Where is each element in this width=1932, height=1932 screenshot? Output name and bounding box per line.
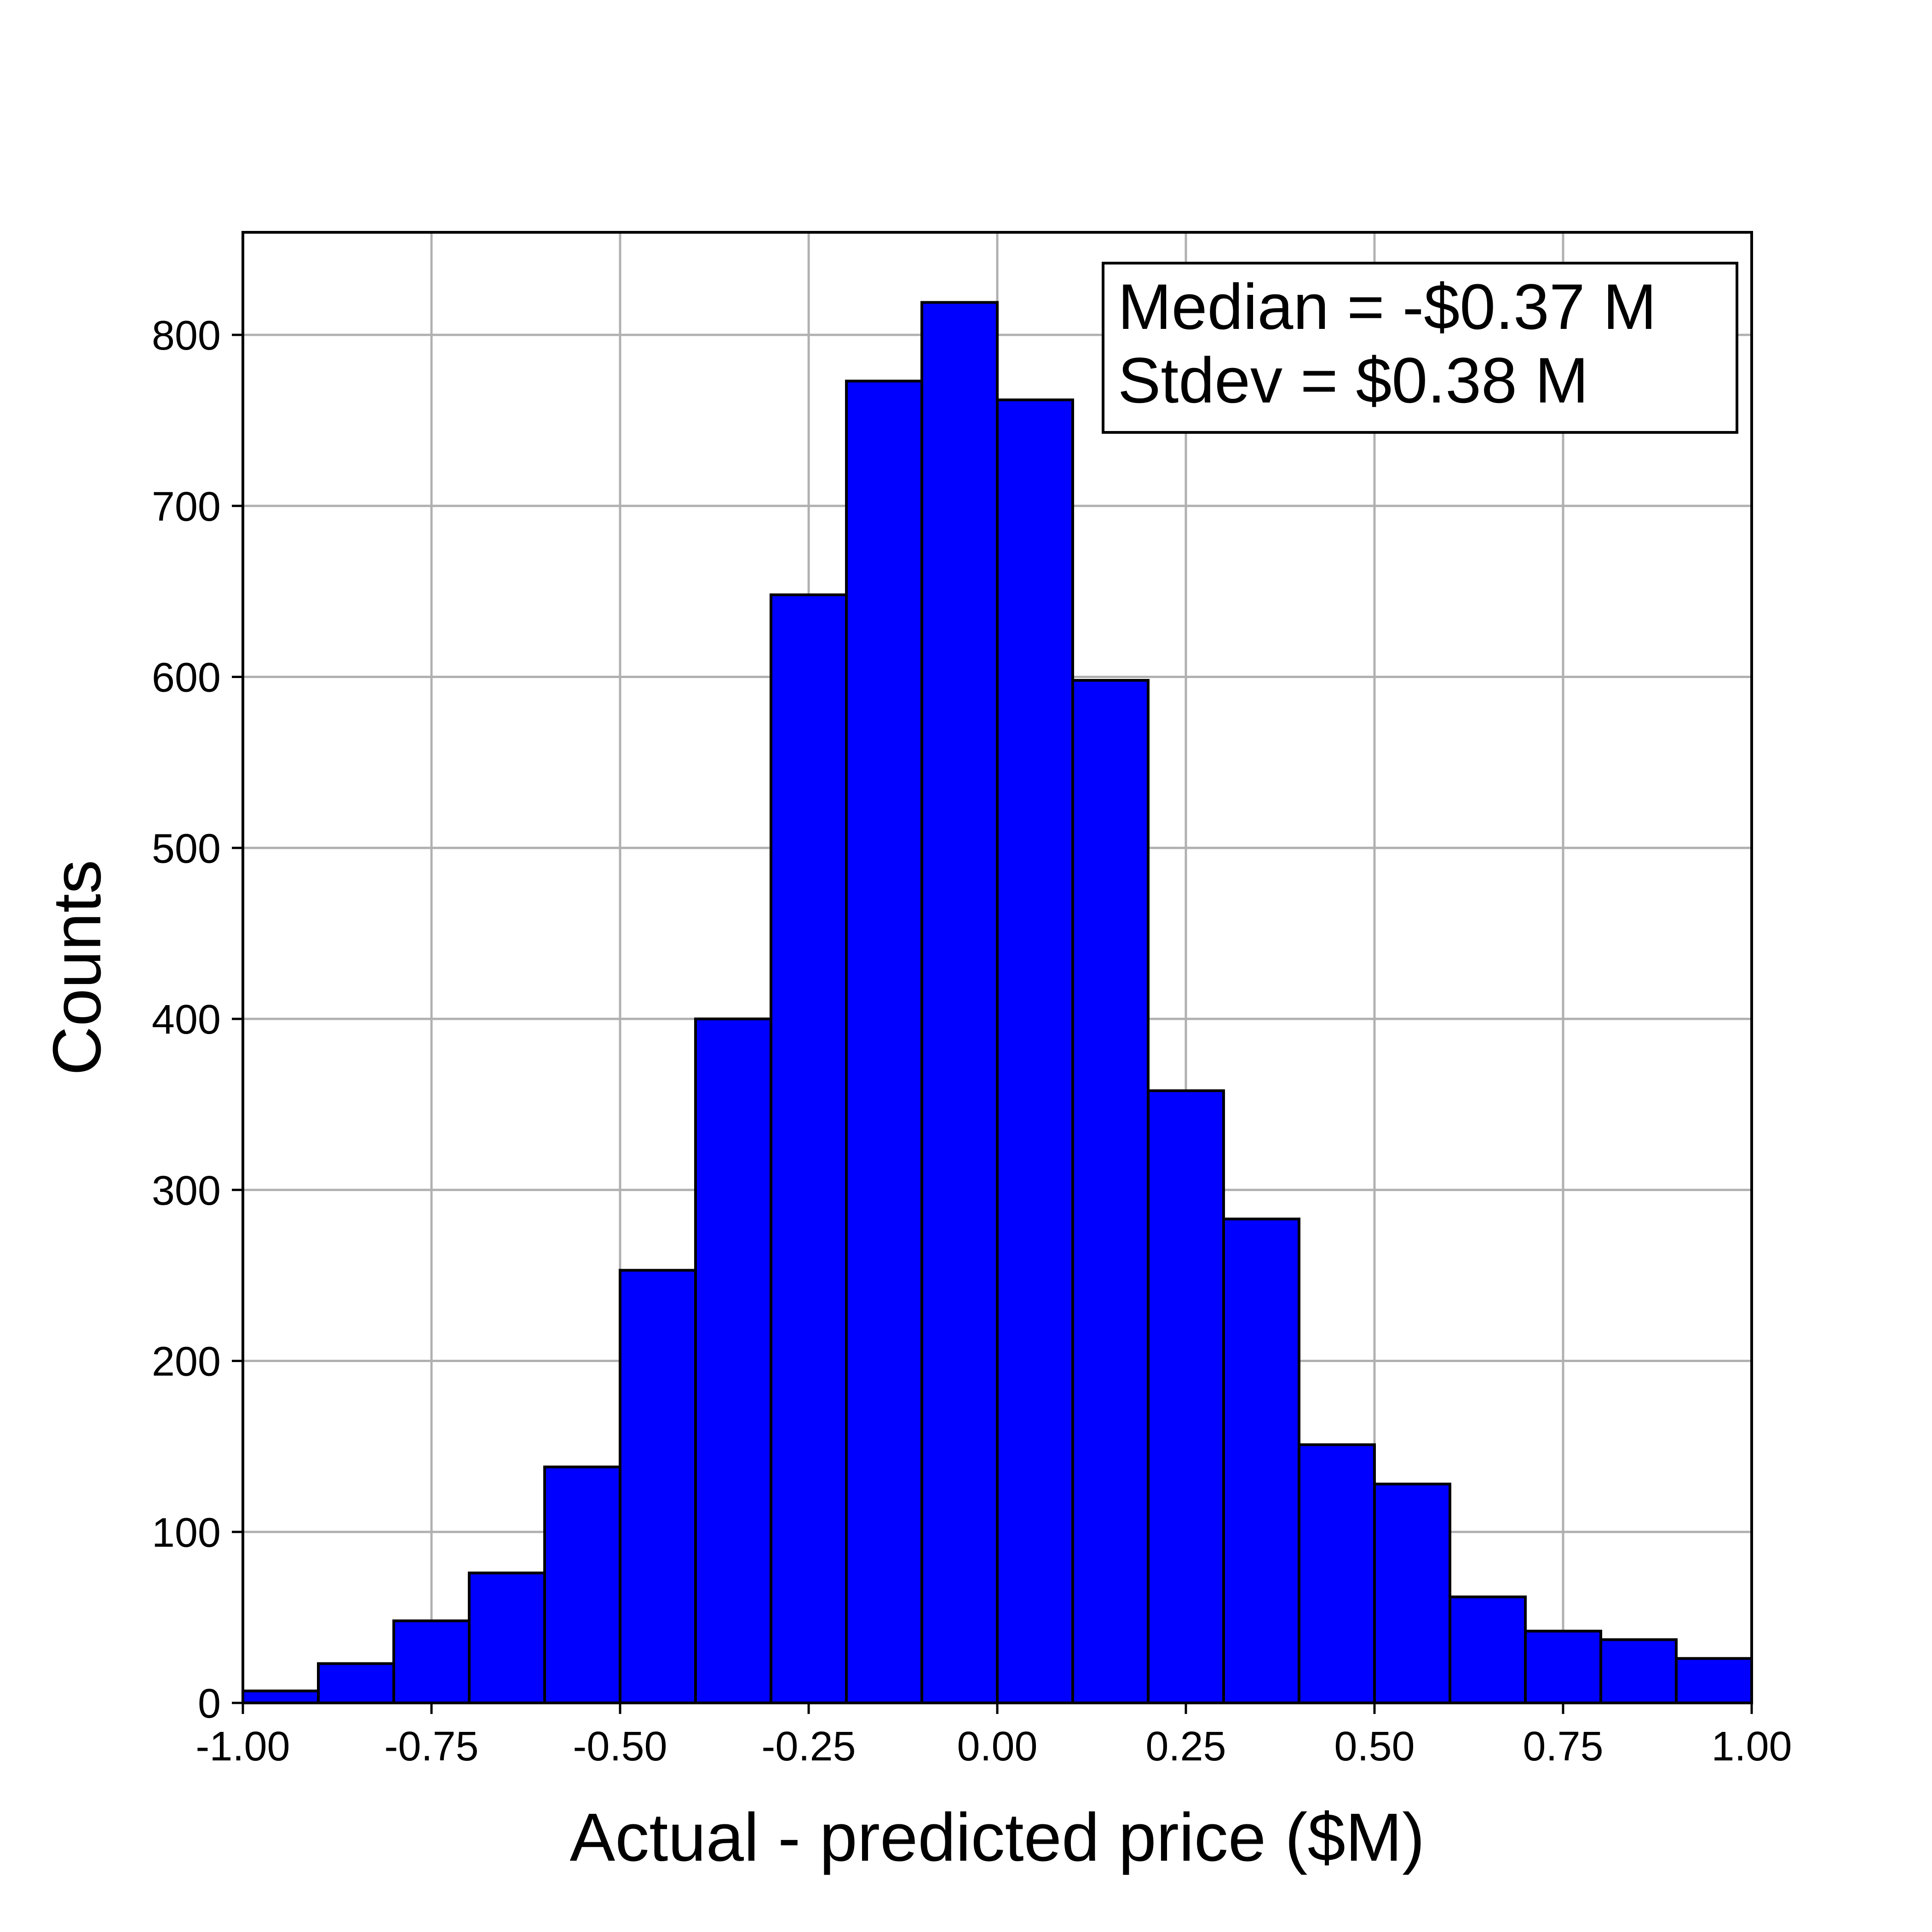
x-tick-label: -1.00 xyxy=(196,1724,290,1770)
median-text: Median = -$0.37 M xyxy=(1118,270,1656,343)
histogram-bar xyxy=(1147,1089,1225,1704)
y-tick-label: 300 xyxy=(152,1168,221,1214)
x-tick-label: 0.50 xyxy=(1334,1724,1414,1770)
x-tick-label: -0.75 xyxy=(384,1724,478,1770)
histogram-bar xyxy=(317,1662,395,1704)
histogram-bar xyxy=(996,398,1074,1704)
histogram-bar xyxy=(1675,1657,1753,1704)
y-tick-label: 400 xyxy=(152,997,221,1043)
histogram-bar xyxy=(1524,1629,1602,1704)
histogram-bar xyxy=(1298,1443,1376,1704)
histogram-bar xyxy=(1373,1483,1451,1705)
y-tick-label: 100 xyxy=(152,1510,221,1556)
y-tick-label: 500 xyxy=(152,826,221,872)
stats-box-frame xyxy=(1102,262,1738,434)
histogram-bar xyxy=(242,1689,320,1705)
histogram-bar xyxy=(1449,1595,1527,1704)
stdev-text: Stdev = $0.38 M xyxy=(1118,344,1588,416)
histogram-bar xyxy=(770,593,848,1704)
y-tick-label: 600 xyxy=(152,655,221,701)
y-tick-label: 700 xyxy=(152,484,221,530)
tick-labels: -1.00 -0.75 -0.50 -0.25 0.00 0.25 0.50 0.75 1.00… xyxy=(152,313,1792,1770)
axis-ticks xyxy=(232,334,1753,1714)
x-tick-label: -0.50 xyxy=(573,1724,667,1770)
stats-annotation-box: Median = -$0.37 M Stdev = $0.38 M xyxy=(1102,262,1738,434)
histogram-bar xyxy=(543,1465,621,1704)
histogram-bar xyxy=(694,1018,772,1704)
y-tick-label: 0 xyxy=(198,1681,221,1727)
y-tick-label: 200 xyxy=(152,1339,221,1385)
x-tick-label: 0.25 xyxy=(1145,1724,1226,1770)
histogram-bars xyxy=(242,301,1753,1705)
x-tick-label: 0.75 xyxy=(1523,1724,1603,1770)
x-tick-label: 1.00 xyxy=(1711,1724,1792,1770)
histogram-bar xyxy=(1599,1638,1678,1704)
y-axis-title: Counts xyxy=(39,860,115,1075)
x-tick-label: 0.00 xyxy=(957,1724,1037,1770)
histogram-bar xyxy=(920,301,999,1705)
x-tick-label: -0.25 xyxy=(761,1724,856,1770)
histogram-bar xyxy=(619,1269,697,1705)
histogram-bar xyxy=(468,1571,546,1704)
histogram-bar xyxy=(1222,1217,1300,1704)
histogram-bar xyxy=(1071,678,1150,1704)
y-tick-label: 800 xyxy=(152,313,221,359)
x-axis-title: Actual - predicted price ($M) xyxy=(570,1800,1425,1875)
histogram-bar xyxy=(392,1619,471,1704)
histogram-bar xyxy=(845,380,923,1704)
